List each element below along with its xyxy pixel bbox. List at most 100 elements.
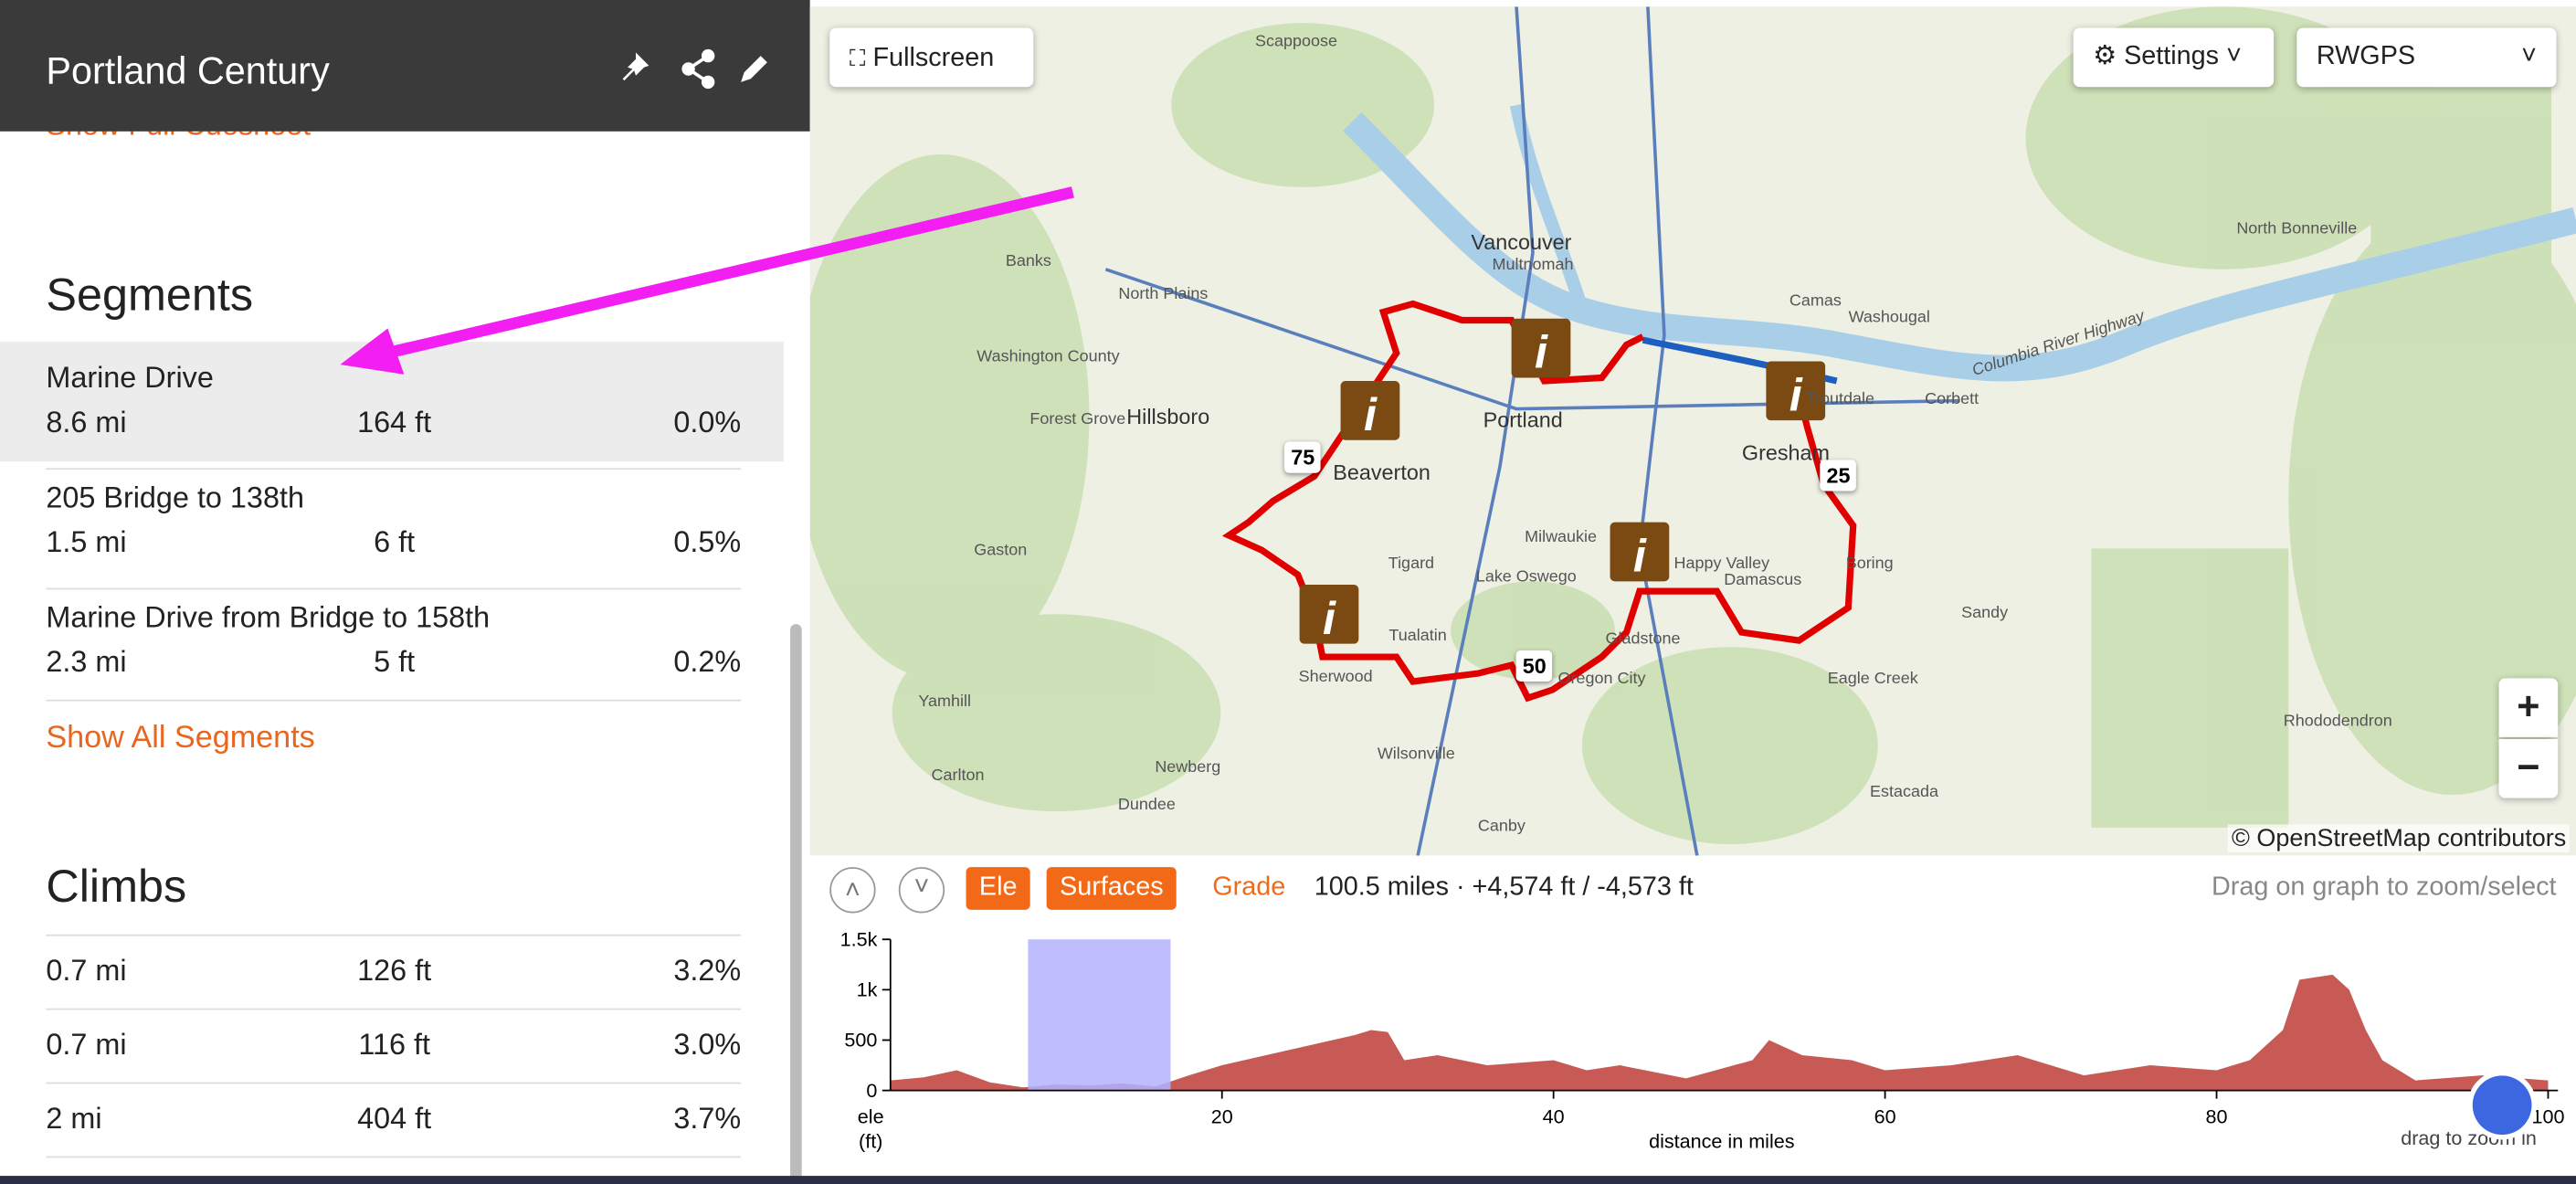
bottom-border (0, 1176, 2576, 1184)
x-tick-label: 60 (1874, 1105, 1896, 1128)
place-label: Washington County (977, 348, 1120, 366)
place-label: Portland (1483, 407, 1563, 432)
segment-name: 205 Bridge to 138th (46, 481, 304, 514)
header-icons[interactable] (616, 46, 797, 95)
place-label: Beaverton (1333, 460, 1431, 485)
climb-gain: 116 ft (358, 1028, 430, 1062)
share-icon[interactable] (681, 48, 715, 90)
segment-distance: 8.6 mi (46, 406, 127, 439)
x-tick-label: 20 (1211, 1105, 1233, 1128)
y-tick-label: 1k (857, 978, 878, 1001)
layer-label: RWGPS (2316, 42, 2416, 71)
show-all-segments[interactable]: Show All Segments (46, 721, 315, 756)
zoom-out[interactable]: − (2498, 738, 2559, 798)
route-stats: 100.5 miles · +4,574 ft / -4,573 ft (1314, 873, 1694, 902)
climb-distance: 0.7 mi (46, 1028, 127, 1062)
y-tick-label: 1.5k (840, 927, 878, 950)
scrollbar[interactable] (790, 624, 802, 1184)
separator (46, 468, 742, 470)
place-label: Sherwood (1298, 668, 1373, 687)
place-label: Boring (1845, 555, 1894, 574)
separator (46, 1156, 742, 1158)
elevation-chart[interactable]: 0 500 1k 1.5k 20 40 60 80 100 ele(ft) distance in … (810, 856, 2576, 1184)
selection-range (1028, 939, 1171, 1091)
collapse-down[interactable]: ˅ (898, 867, 945, 914)
separator (46, 587, 742, 590)
settings-button[interactable]: ⚙ Settings ˅ (2073, 27, 2275, 88)
place-label: Milwaukie (1525, 528, 1598, 547)
svg-text:i: i (1633, 530, 1647, 582)
separator (46, 1008, 742, 1010)
segment-elevation: 6 ft (374, 525, 416, 559)
place-label: Gaston (974, 542, 1028, 560)
attribution: © OpenStreetMap contributors (2228, 824, 2570, 852)
zoom-in[interactable]: + (2498, 678, 2559, 738)
collapse-up[interactable]: ˄ (829, 867, 876, 914)
layer-select[interactable]: RWGPS ˅ (2296, 27, 2557, 88)
place-label: Gresham (1741, 439, 1831, 465)
mile-marker: 25 (1820, 460, 1857, 492)
fullscreen-button[interactable]: ⛶ Fullscreen (829, 27, 1034, 88)
segment-grade: 0.2% (673, 645, 742, 679)
separator (46, 699, 742, 702)
climb-grade: 3.0% (673, 1028, 742, 1062)
place-label: Carlton (931, 766, 985, 786)
climb-gain: 404 ft (357, 1102, 432, 1136)
climb-distance: 2 mi (46, 1102, 102, 1136)
place-label: Banks (1005, 252, 1051, 271)
place-label: Lake Oswego (1475, 567, 1577, 587)
y-axis-label: (ft) (859, 1130, 882, 1153)
segment-name: Marine Drive from Bridge to 158th (46, 600, 491, 634)
poi-icons[interactable] (1299, 318, 1826, 644)
place-label: Vancouver (1471, 229, 1572, 255)
drag-hint: Drag on graph to zoom/select (2211, 873, 2557, 902)
place-label: Oregon City (1557, 670, 1646, 689)
segment-name: Marine Drive (46, 361, 214, 395)
place-label: Scappoose (1255, 32, 1338, 51)
place-label: North Plains (1118, 285, 1209, 304)
y-tick-label: 0 (866, 1079, 877, 1102)
fullscreen-label: Fullscreen (872, 44, 995, 73)
svg-text:i: i (1323, 592, 1336, 644)
chat-bubble[interactable] (2472, 1075, 2532, 1136)
y-tick-label: 500 (844, 1029, 877, 1052)
place-label: Eagle Creek (1827, 670, 1918, 689)
pin-icon[interactable] (622, 52, 649, 81)
x-tick-label: 100 (2531, 1105, 2564, 1128)
place-label: Hillsboro (1126, 404, 1210, 429)
place-label: Wilsonville (1377, 745, 1455, 764)
mile-marker: 50 (1515, 650, 1554, 682)
segment-elevation: 164 ft (357, 406, 432, 439)
route-title: Portland Century (46, 48, 330, 92)
place-label: Rhododendron (2283, 713, 2392, 731)
place-label: Canby (1477, 818, 1526, 836)
place-label: Camas (1789, 291, 1842, 311)
separator (46, 1082, 742, 1084)
map[interactable]: i i i i i Scappoose Vancouver Portland Hillsbor… (809, 6, 2576, 856)
x-tick-label: 40 (1543, 1105, 1565, 1128)
y-axis-label: ele (858, 1105, 884, 1128)
svg-text:i: i (1789, 368, 1803, 420)
ele-button[interactable]: Ele (966, 867, 1030, 910)
grade-button[interactable]: Grade (1212, 873, 1286, 902)
climb-grade: 3.2% (673, 954, 742, 988)
place-label: Gladstone (1605, 630, 1681, 650)
surfaces-button[interactable]: Surfaces (1046, 867, 1177, 910)
place-label: Tigard (1388, 555, 1435, 574)
svg-text:i: i (1535, 326, 1548, 378)
place-label: Estacada (1869, 783, 1938, 802)
segment-distance: 2.3 mi (46, 645, 127, 679)
x-axis-label: distance in miles (1649, 1130, 1794, 1153)
segment-elevation: 5 ft (374, 645, 416, 679)
x-tick-label: 80 (2206, 1105, 2228, 1128)
place-label: Tualatin (1388, 627, 1447, 646)
edit-icon[interactable] (741, 56, 767, 82)
place-label: Sandy (1961, 604, 2009, 623)
place-label: Damascus (1724, 571, 1802, 590)
place-label: Washougal (1848, 308, 1930, 327)
place-label: Newberg (1155, 758, 1221, 777)
elevation-area (890, 974, 2549, 1091)
segment-grade: 0.0% (673, 406, 742, 439)
place-label: North Bonneville (2236, 219, 2358, 238)
